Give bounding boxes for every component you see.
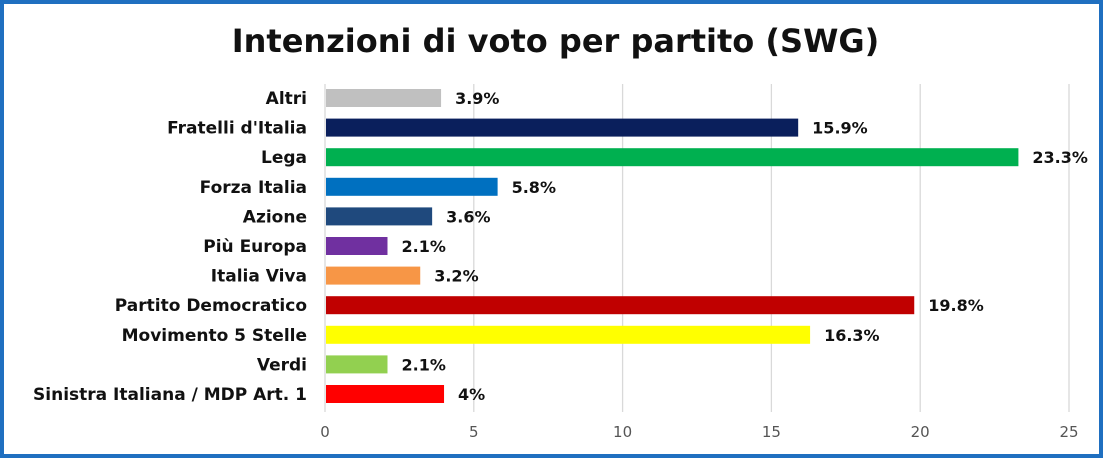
category-label: Movimento 5 Stelle (122, 326, 307, 346)
bar (326, 118, 799, 137)
category-label: Italia Viva (211, 267, 307, 287)
x-tick-label: 25 (1059, 423, 1078, 441)
data-label: 3.2% (434, 267, 478, 286)
category-label: Verdi (257, 355, 307, 375)
data-label: 15.9% (812, 119, 868, 138)
x-tick-label: 15 (762, 423, 781, 441)
category-label: Più Europa (203, 237, 307, 257)
x-tick-label: 5 (469, 423, 479, 441)
data-label: 4% (458, 385, 485, 404)
bar (326, 266, 421, 285)
category-label: Azione (243, 207, 307, 227)
category-label: Forza Italia (200, 178, 307, 198)
category-label: Sinistra Italiana / MDP Art. 1 (33, 385, 307, 405)
bar (326, 296, 915, 315)
category-label: Partito Democratico (115, 296, 307, 316)
data-label: 3.6% (446, 207, 490, 226)
bar (326, 355, 388, 374)
bar (326, 148, 1019, 167)
bar (326, 325, 811, 344)
category-label: Fratelli d'Italia (167, 119, 307, 139)
bar (326, 177, 498, 196)
data-label: 5.8% (512, 178, 556, 197)
category-label: Altri (266, 89, 307, 109)
x-tick-label: 0 (320, 423, 330, 441)
data-label: 2.1% (401, 355, 445, 374)
bar (326, 207, 433, 226)
data-label: 2.1% (401, 237, 445, 256)
bar (326, 237, 388, 255)
data-label: 23.3% (1032, 148, 1088, 167)
data-label: 3.9% (455, 89, 499, 108)
category-label: Lega (261, 148, 307, 168)
x-tick-label: 10 (613, 423, 632, 441)
bar (326, 89, 442, 107)
x-tick-label: 20 (911, 423, 930, 441)
data-label: 19.8% (928, 296, 984, 315)
chart-title: Intenzioni di voto per partito (SWG) (231, 22, 880, 60)
bar-chart: 0 5 10 15 20 25 Altri 3.9% Fratelli d'Italia 15.9… (33, 84, 1088, 441)
bar (326, 385, 445, 403)
data-label: 16.3% (824, 326, 880, 345)
